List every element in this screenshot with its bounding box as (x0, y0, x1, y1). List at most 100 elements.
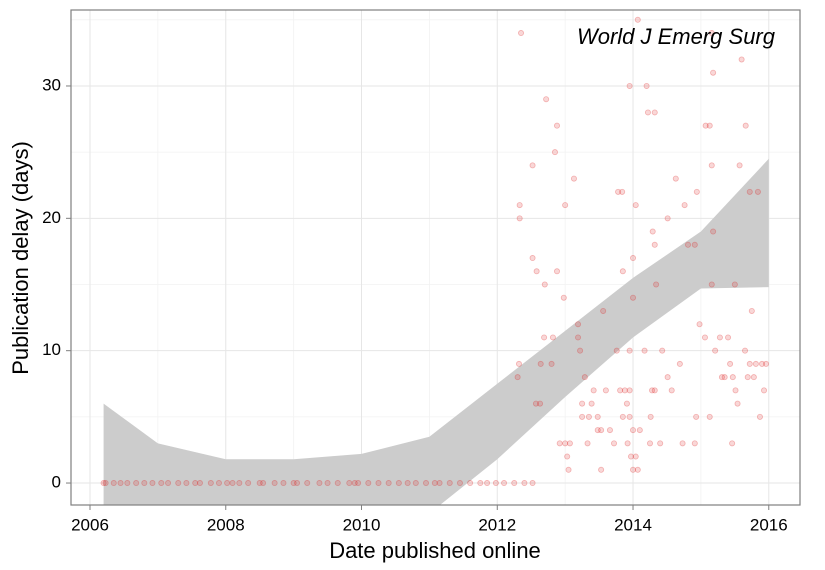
point (521, 480, 528, 487)
point (630, 255, 637, 262)
point (651, 241, 658, 248)
point (537, 400, 544, 407)
point (664, 374, 671, 381)
point (615, 188, 622, 195)
point (647, 413, 654, 420)
point (280, 480, 287, 487)
point (533, 268, 540, 275)
point (624, 440, 631, 447)
point (215, 480, 222, 487)
point (543, 96, 550, 103)
point (708, 281, 715, 288)
point (575, 334, 582, 341)
point (334, 480, 341, 487)
point (511, 480, 518, 487)
point (467, 480, 474, 487)
point (304, 480, 311, 487)
x-axis-title: Date published online (329, 538, 541, 563)
point (626, 347, 633, 354)
x-tick-label: 2010 (343, 515, 381, 534)
y-tick-label: 20 (42, 208, 61, 227)
point (668, 387, 675, 394)
point (626, 387, 633, 394)
point (649, 387, 656, 394)
point (565, 466, 572, 473)
point (693, 188, 700, 195)
point (738, 56, 745, 63)
point (746, 360, 753, 367)
point (346, 480, 353, 487)
point (634, 466, 641, 473)
point (422, 480, 429, 487)
point (324, 480, 331, 487)
point (577, 347, 584, 354)
point (742, 347, 749, 354)
point (729, 374, 736, 381)
point (643, 82, 650, 89)
point (742, 122, 749, 129)
x-tick-label: 2008 (207, 515, 245, 534)
point (761, 387, 768, 394)
point (584, 440, 591, 447)
point (617, 387, 624, 394)
point (236, 480, 243, 487)
point (632, 453, 639, 460)
point (729, 440, 736, 447)
point (196, 480, 203, 487)
point (693, 413, 700, 420)
point (653, 281, 660, 288)
point (395, 480, 402, 487)
point (516, 215, 523, 222)
point (529, 162, 536, 169)
point (646, 440, 653, 447)
point (672, 175, 679, 182)
point (606, 427, 613, 434)
point (477, 480, 484, 487)
y-tick-label: 30 (42, 75, 61, 94)
point (207, 480, 214, 487)
point (634, 16, 641, 23)
axes: 2006 2008 2010 2012 2014 2016 0 10 20 30 (42, 75, 788, 534)
point (676, 360, 683, 367)
point (456, 480, 463, 487)
point (501, 480, 508, 487)
point (260, 480, 267, 487)
point (594, 427, 601, 434)
x-tick-label: 2012 (478, 515, 516, 534)
point (664, 215, 671, 222)
point (594, 413, 601, 420)
point (626, 413, 633, 420)
point (641, 347, 648, 354)
point (626, 82, 633, 89)
point (619, 413, 626, 420)
point (541, 334, 548, 341)
x-tick-label: 2016 (750, 515, 788, 534)
point (636, 427, 643, 434)
point (685, 241, 692, 248)
point (484, 480, 491, 487)
point (725, 334, 732, 341)
point (133, 480, 140, 487)
point (706, 122, 713, 129)
point (744, 374, 751, 381)
point (602, 387, 609, 394)
point (659, 347, 666, 354)
point (581, 374, 588, 381)
point (649, 228, 656, 235)
point (748, 307, 755, 314)
point (712, 347, 719, 354)
point (644, 109, 651, 116)
point (754, 188, 761, 195)
point (355, 480, 362, 487)
point (763, 360, 770, 367)
point (630, 427, 637, 434)
point (229, 480, 236, 487)
point (736, 162, 743, 169)
point (562, 440, 569, 447)
point (706, 413, 713, 420)
point (271, 480, 278, 487)
point (701, 334, 708, 341)
point (224, 480, 231, 487)
point (691, 241, 698, 248)
